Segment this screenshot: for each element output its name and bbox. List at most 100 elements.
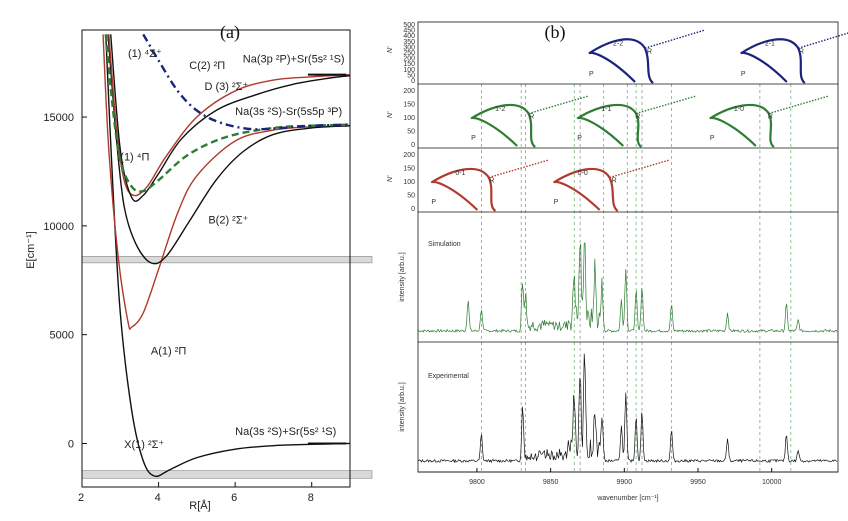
- nprime-axis-label: N': [387, 111, 394, 118]
- x-axis-label-a: R[Å]: [189, 499, 210, 512]
- band-label-0-0: 2-2: [613, 41, 623, 48]
- plot-frame-a: [81, 29, 351, 488]
- curve-label-1: A(1) ²Π: [151, 345, 187, 357]
- band-label-1-0: 1-2: [495, 106, 505, 113]
- fortrat-tail-2-0: [488, 159, 549, 179]
- band-label-2-1: 0-0: [578, 170, 588, 177]
- nprime-tick-label: 300: [403, 44, 415, 51]
- band-label-0-1: 2-1: [765, 41, 775, 48]
- fortrat-tail-1-2: [768, 95, 829, 115]
- nprime-tick-label: 400: [403, 33, 415, 40]
- curve-label-6: (1) ⁴Σ⁺: [128, 48, 162, 60]
- nprime-tick-label: 250: [403, 50, 415, 57]
- nprime-axis-label: N': [387, 46, 394, 53]
- nprime-tick-label: 0: [411, 142, 415, 149]
- nprime-tick-label: 450: [403, 28, 415, 35]
- y-tick-label-a: 15000: [43, 112, 74, 124]
- nprime-tick-label: 50: [407, 129, 415, 136]
- branch-p-2-0: P: [431, 199, 436, 206]
- curves-a: [102, 33, 350, 478]
- x-tick-label-b: 9850: [543, 479, 559, 486]
- x-tick-label-a: 8: [308, 492, 314, 504]
- nprime-tick-label: 100: [403, 179, 415, 186]
- nprime-tick-label: 200: [403, 152, 415, 159]
- branch-p-1-0: P: [471, 135, 476, 142]
- branch-r-1-1: R: [635, 114, 640, 121]
- panel-label-a: (a): [220, 22, 240, 43]
- branch-r-2-1: R: [612, 178, 617, 185]
- branch-p-0-0: P: [589, 71, 594, 78]
- potential-curve-1: [102, 34, 350, 330]
- nprime-tick-label: 150: [403, 102, 415, 109]
- fortrat-curve-1-1: [576, 103, 643, 148]
- curve-label-5: (1) ⁴Π: [120, 152, 149, 164]
- potential-curve-4: [110, 34, 350, 202]
- nprime-tick-label: 50: [407, 72, 415, 79]
- y-axis-label-a: E[cm⁻¹]: [25, 231, 37, 269]
- potential-curve-5: [104, 34, 350, 193]
- band-label-1-1: 1-1: [601, 106, 611, 113]
- asymptote-label-2: Na(3s ²S)+Sr(5s² ¹S): [235, 426, 336, 438]
- curve-label-4: D (3) ²Σ⁺: [205, 81, 249, 93]
- fortrat-curve-2-0: [430, 167, 497, 212]
- branch-r-0-0: R: [647, 48, 652, 55]
- y-tick-label-a: 5000: [50, 330, 74, 342]
- nprime-tick-label: 350: [403, 39, 415, 46]
- nprime-axis-label: N': [387, 175, 394, 182]
- fortrat-tail-1-0: [528, 95, 589, 115]
- nprime-tick-label: 150: [403, 61, 415, 68]
- nprime-tick-label: 0: [411, 78, 415, 85]
- branch-r-1-2: R: [768, 114, 773, 121]
- energy-band-1: [81, 256, 373, 264]
- simulation-label: Simulation: [428, 241, 461, 248]
- experimental-y-label: intensity [arb.u.]: [399, 382, 406, 431]
- x-tick-label-b: 9900: [617, 479, 633, 486]
- y-tick-label-a: 10000: [43, 221, 74, 233]
- x-tick-label-a: 2: [78, 492, 84, 504]
- x-tick-label-b: 9950: [690, 479, 706, 486]
- nprime-tick-label: 500: [403, 22, 415, 29]
- potential-curve-2: [107, 34, 350, 265]
- curve-label-3: C(2) ²Π: [189, 60, 225, 72]
- branch-r-0-1: R: [799, 48, 804, 55]
- band-label-2-0: 0-1: [455, 170, 465, 177]
- x-tick-label-a: 4: [155, 492, 161, 504]
- nprime-tick-label: 50: [407, 193, 415, 200]
- nprime-tick-label: 200: [403, 56, 415, 63]
- fortrat-curve-1-2: [709, 103, 775, 148]
- simulation-trace: [417, 242, 838, 334]
- nprime-tick-label: 100: [403, 115, 415, 122]
- potential-curve-6: [142, 33, 350, 131]
- experimental-label: Experimental: [428, 373, 469, 380]
- experimental-trace: [417, 353, 838, 464]
- panel-label-b: (b): [545, 22, 566, 43]
- branch-r-2-0: R: [489, 178, 494, 185]
- fortrat-tail-2-1: [609, 159, 670, 179]
- x-axis-label-b: wavenumber [cm⁻¹]: [596, 495, 658, 502]
- curve-label-2: B(2) ²Σ⁺: [208, 215, 248, 227]
- plot-frame-b: [417, 21, 839, 473]
- branch-r-1-0: R: [529, 114, 534, 121]
- energy-band-0: [81, 470, 373, 479]
- fortrat-curve-1-0: [470, 103, 536, 148]
- curve-label-0: X(1) ²Σ⁺: [124, 439, 164, 451]
- band-label-1-2: 1-0: [734, 106, 744, 113]
- branch-p-2-1: P: [554, 199, 559, 206]
- fortrat-curve-0-0: [588, 38, 654, 84]
- asymptote-label-0: Na(3p ²P)+Sr(5s² ¹S): [243, 54, 345, 66]
- nprime-tick-label: 200: [403, 88, 415, 95]
- x-tick-label-b: 9800: [469, 479, 485, 486]
- x-tick-label-b: 10000: [762, 479, 782, 486]
- fortrat-curve-2-1: [552, 167, 619, 212]
- branch-p-1-1: P: [577, 135, 582, 142]
- asymptote-label-1: Na(3s ²S)-Sr(5s5p ³P): [235, 106, 342, 118]
- branch-p-0-1: P: [741, 71, 746, 78]
- x-tick-label-a: 6: [231, 492, 237, 504]
- nprime-tick-label: 0: [411, 206, 415, 213]
- simulation-y-label: intensity [arb.u.]: [399, 252, 406, 301]
- branch-p-1-2: P: [710, 135, 715, 142]
- fortrat-tail-0-0: [644, 29, 706, 49]
- fortrat-tail-1-1: [635, 95, 697, 115]
- nprime-tick-label: 150: [403, 166, 415, 173]
